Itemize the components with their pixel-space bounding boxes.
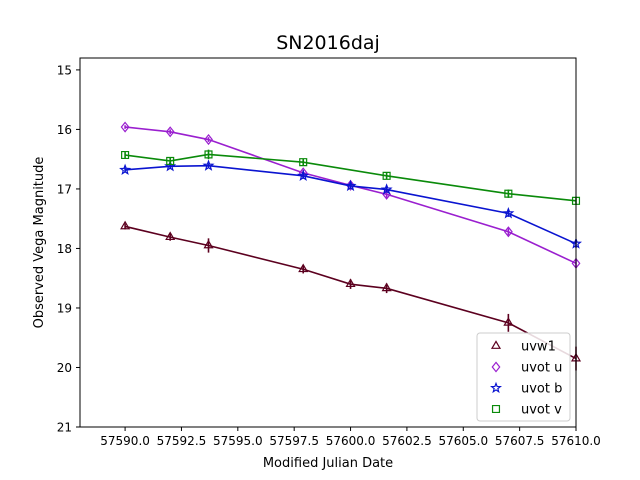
y-tick-label: 20 [57, 361, 72, 375]
data-point [203, 239, 214, 249]
data-point [297, 169, 310, 181]
data-point [120, 220, 131, 230]
legend-box [476, 332, 571, 422]
series-line [125, 126, 577, 265]
y-tick-label: 17 [57, 182, 72, 196]
x-ticks: 57590.0 57592.5 57595.0 57597.5 57600.0 57602… [100, 427, 601, 448]
data-point [204, 150, 213, 159]
series-uvot-u [120, 121, 581, 269]
y-tick-label: 16 [57, 123, 72, 137]
y-tick-label: 18 [57, 242, 72, 256]
x-tick-label: 57607.5 [495, 434, 545, 448]
data-point [120, 121, 130, 133]
x-tick-label: 57597.5 [269, 434, 319, 448]
y-tick-label: 15 [57, 63, 72, 77]
x-tick-label: 57602.5 [382, 434, 432, 448]
legend: uvw1 uvot u uvot b uvot v [476, 332, 571, 422]
y-ticks: 15 16 17 18 19 20 21 [57, 63, 80, 435]
data-point [571, 196, 581, 205]
legend-marker [491, 404, 501, 414]
series-uvot-b [119, 159, 582, 249]
x-tick-label: 57600.0 [326, 434, 376, 448]
legend-marker [490, 340, 502, 349]
series-uvot-v [121, 149, 581, 206]
legend-label: uvw1 [521, 340, 556, 355]
data-point [382, 171, 391, 180]
data-point [165, 126, 175, 138]
data-point [504, 189, 513, 198]
data-point [503, 317, 514, 326]
x-tick-label: 57590.0 [100, 434, 150, 448]
x-axis-label: Modified Julian Date [263, 456, 393, 471]
data-point [166, 156, 175, 166]
data-point [204, 133, 213, 146]
y-tick-label: 19 [57, 301, 72, 315]
data-point [119, 163, 132, 175]
legend-marker [491, 361, 501, 373]
x-tick-label: 57592.5 [157, 434, 207, 448]
data-point [165, 231, 176, 241]
y-tick-label: 21 [57, 421, 72, 435]
chart-title: SN2016daj [276, 32, 380, 54]
series-line [125, 164, 577, 245]
data-point [502, 207, 515, 219]
series-uvw1 [120, 220, 582, 371]
legend-label: uvot u [521, 361, 562, 376]
data-point [345, 278, 356, 288]
x-tick-label: 57605.0 [438, 434, 488, 448]
legend-label: uvot b [521, 382, 562, 397]
x-tick-label: 57610.0 [551, 434, 601, 448]
data-point [380, 183, 393, 195]
data-point [381, 282, 392, 292]
y-axis-label: Observed Vega Magnitude [32, 157, 47, 329]
legend-marker [490, 381, 502, 394]
legend-label: uvot v [521, 403, 562, 418]
x-tick-label: 57595.0 [213, 434, 263, 448]
series-layer [119, 121, 582, 371]
data-point [344, 179, 357, 192]
series-line [124, 225, 577, 360]
data-point [121, 150, 130, 160]
data-point [298, 263, 309, 273]
plot-area-frame [79, 57, 577, 428]
data-point [202, 159, 215, 171]
data-point [346, 179, 355, 191]
data-point [299, 158, 308, 167]
data-point [503, 226, 513, 238]
